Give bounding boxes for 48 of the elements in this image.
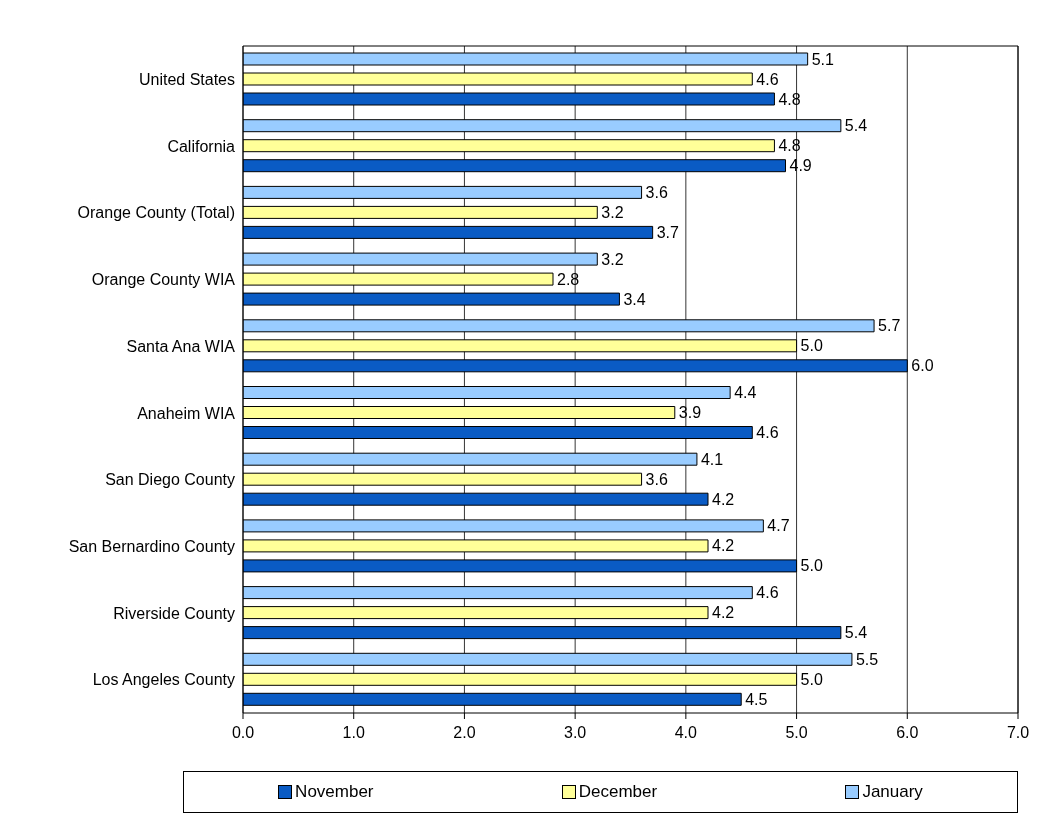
y-tick-label: United States: [138, 71, 235, 89]
x-tick-label: 7.0: [1006, 724, 1030, 742]
data-label: 4.2: [712, 537, 735, 555]
data-label: 4.2: [712, 490, 735, 508]
data-label: 3.6: [645, 470, 668, 488]
y-tick-label: Orange County (Total): [77, 204, 235, 222]
data-label: 4.6: [756, 70, 779, 88]
x-tick-label: 5.0: [785, 724, 808, 742]
y-tick-label: Anaheim WIA: [137, 404, 236, 422]
data-label: 6.0: [911, 357, 934, 375]
x-tick-label: 0.0: [231, 724, 255, 742]
data-label: 4.6: [756, 584, 779, 602]
data-label: 4.7: [767, 517, 790, 535]
data-label: 3.2: [601, 203, 624, 221]
legend-label: November: [294, 782, 374, 802]
x-tick-label: 2.0: [453, 724, 476, 742]
data-label: 2.8: [557, 270, 580, 288]
y-tick-label: San Bernardino County: [68, 537, 235, 555]
legend-label: December: [577, 782, 658, 802]
data-label: 4.5: [745, 690, 768, 708]
x-tick-label: 6.0: [896, 724, 919, 742]
y-tick-label: California: [167, 137, 236, 155]
y-tick-label: Los Angeles County: [92, 671, 235, 689]
data-label: 3.4: [623, 290, 646, 308]
data-label: 4.6: [756, 424, 779, 441]
x-tick-label: 4.0: [674, 724, 698, 742]
y-tick-label: Orange County WIA: [91, 271, 236, 289]
y-tick-label: San Diego County: [105, 471, 235, 489]
data-label: 3.6: [645, 183, 668, 201]
data-label: 4.4: [734, 384, 757, 401]
data-label: 5.7: [878, 317, 901, 335]
data-label: 3.7: [656, 223, 679, 241]
data-label: 3.2: [601, 250, 624, 268]
data-label: 5.0: [800, 557, 823, 575]
data-label: 4.1: [700, 450, 724, 468]
data-label: 4.2: [712, 604, 735, 622]
legend-label: January: [861, 782, 923, 802]
data-label: 3.9: [678, 404, 702, 421]
y-tick-label: Santa Ana WIA: [126, 337, 236, 355]
data-label: 5.4: [844, 117, 868, 135]
data-label: 5.0: [800, 670, 823, 688]
data-label: 5.1: [811, 50, 834, 68]
x-tick-label: 3.0: [564, 724, 587, 742]
data-label: 5.5: [855, 650, 879, 668]
data-label: 5.0: [800, 337, 823, 355]
x-tick-label: 1.0: [342, 724, 365, 742]
data-label: 5.4: [844, 624, 868, 642]
y-tick-label: Riverside County: [113, 604, 235, 622]
